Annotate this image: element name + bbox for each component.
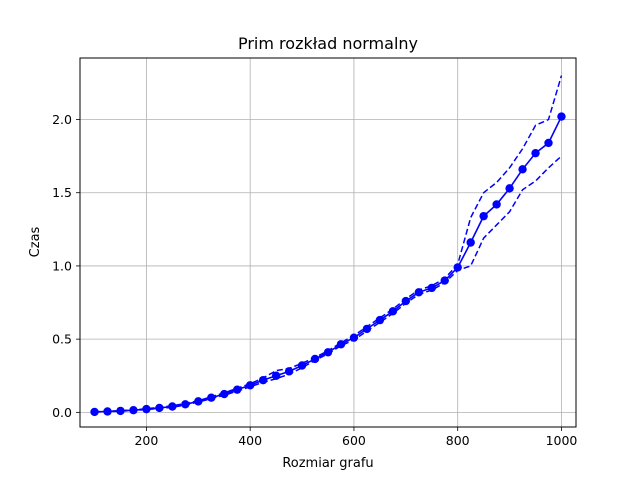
data-point bbox=[271, 371, 281, 380]
data-point bbox=[362, 324, 372, 334]
x-tick-label: 600 bbox=[342, 433, 366, 448]
series-line-dashed bbox=[94, 75, 563, 413]
data-point bbox=[479, 211, 488, 221]
x-tick-label: 1000 bbox=[546, 433, 578, 448]
data-point bbox=[518, 165, 527, 174]
plot-frame bbox=[79, 57, 577, 428]
series-line-dashed bbox=[94, 155, 562, 413]
x-tick-label: 400 bbox=[238, 433, 262, 448]
data-point bbox=[116, 406, 125, 416]
data-point bbox=[492, 200, 501, 209]
y-tick-label: 2.0 bbox=[52, 112, 72, 127]
x-axis-label: Rozmiar grafu bbox=[282, 456, 373, 471]
data-point bbox=[142, 404, 151, 414]
data-point bbox=[466, 238, 475, 247]
ticks: 200 400 600 800 1000 0.0 0.5 1.0 1.5 2.0 bbox=[52, 112, 577, 448]
x-tick-label: 200 bbox=[134, 433, 158, 448]
y-tick-label: 0.5 bbox=[52, 332, 72, 347]
data-point bbox=[440, 276, 449, 285]
data-point bbox=[544, 138, 553, 148]
series-line-mean bbox=[94, 116, 563, 413]
grid bbox=[80, 58, 576, 427]
data-point bbox=[557, 112, 566, 121]
data-point bbox=[297, 361, 307, 370]
series-layer bbox=[90, 75, 566, 417]
y-axis-label: Czas bbox=[28, 226, 43, 257]
data-point bbox=[531, 148, 540, 158]
data-point bbox=[401, 296, 411, 306]
data-point bbox=[349, 333, 359, 342]
x-tick-label: 800 bbox=[446, 433, 470, 448]
data-point bbox=[505, 184, 514, 193]
y-tick-label: 1.0 bbox=[52, 258, 72, 273]
data-point bbox=[388, 307, 398, 316]
y-tick-label: 0.0 bbox=[52, 405, 72, 420]
chart-title: Prim rozkład normalny bbox=[238, 34, 418, 53]
data-point bbox=[375, 315, 385, 325]
y-tick-label: 1.5 bbox=[52, 185, 72, 200]
